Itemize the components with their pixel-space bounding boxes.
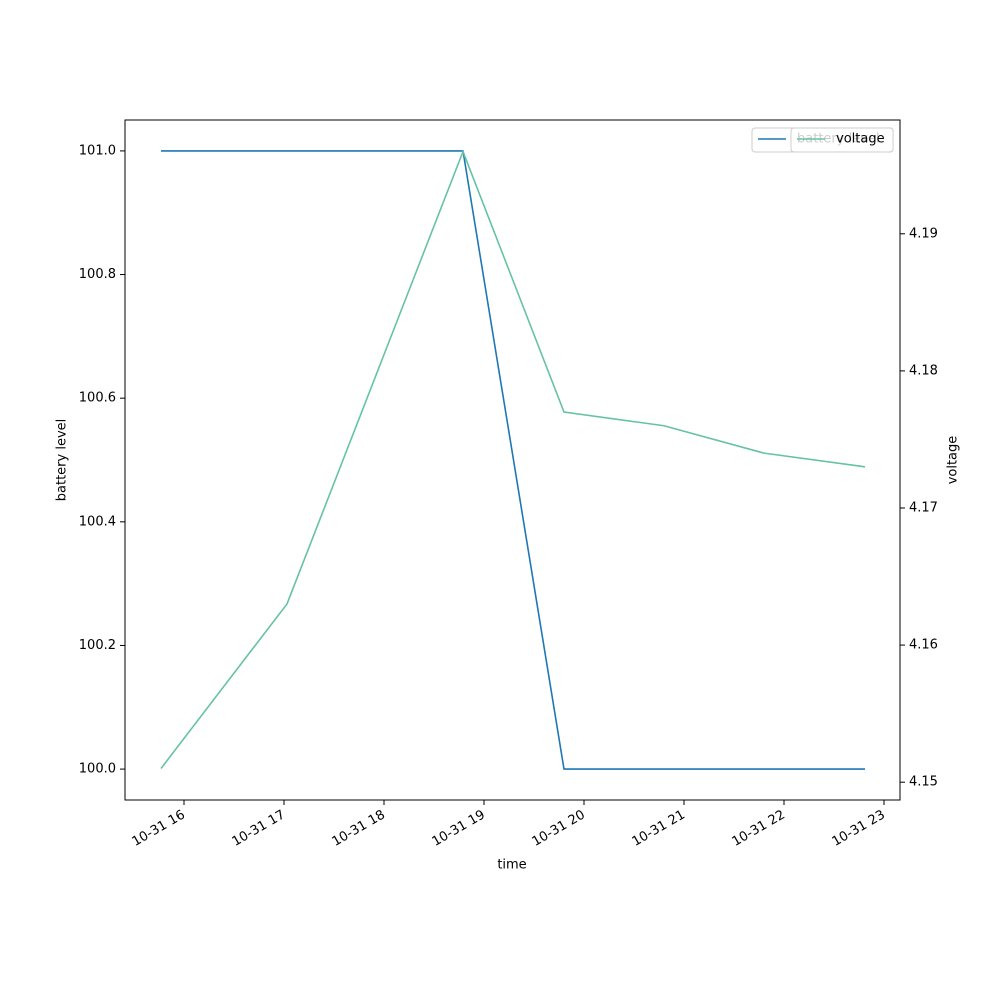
y2-tick-label: 4.15 — [909, 775, 938, 790]
x-tick-label: 10-31 16 — [130, 808, 188, 850]
y-axis-label: battery level — [55, 419, 70, 502]
y-tick-label: 100.0 — [79, 762, 116, 777]
x-tick-label: 10-31 20 — [530, 808, 588, 850]
x-tick-label: 10-31 17 — [230, 808, 288, 850]
x-tick-label: 10-31 21 — [630, 808, 688, 850]
series-line — [161, 150, 865, 770]
series-line — [160, 149, 866, 769]
y2-tick-label: 4.19 — [909, 226, 938, 241]
x-tick-label: 10-31 23 — [830, 808, 888, 850]
y-tick-label: 100.2 — [79, 638, 116, 653]
y2-tick-label: 4.18 — [909, 363, 938, 378]
x-tick-label: 10-31 22 — [730, 808, 788, 850]
y-tick-label: 100.6 — [79, 391, 116, 406]
x-tick-label: 10-31 18 — [330, 808, 388, 850]
legend-label: voltage — [836, 132, 885, 147]
y-tick-label: 100.4 — [79, 514, 116, 529]
y2-axis-label: voltage — [946, 436, 961, 485]
y2-tick-label: 4.16 — [909, 638, 938, 653]
plot-frame — [124, 119, 901, 801]
x-tick-label: 10-31 19 — [430, 808, 488, 850]
y2-tick-label: 4.17 — [909, 500, 938, 515]
legend-box — [790, 127, 894, 153]
x-axis-label: time — [497, 858, 526, 873]
y-tick-label: 101.0 — [79, 143, 116, 158]
y-tick-label: 100.8 — [79, 267, 116, 282]
